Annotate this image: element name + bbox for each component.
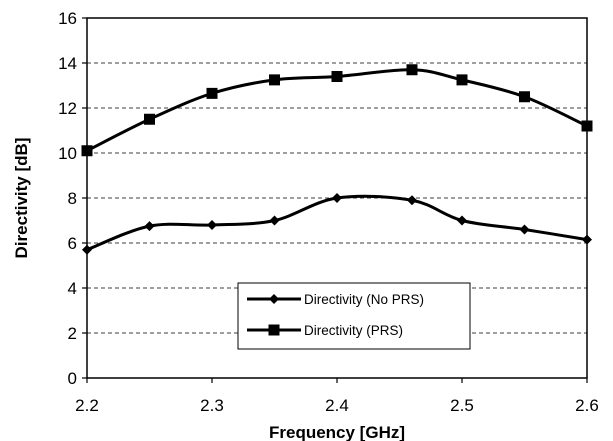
y-axis-title: Directivity [dB] — [12, 138, 31, 259]
data-point-marker — [206, 87, 218, 99]
x-tick-label: 2.3 — [200, 396, 224, 415]
data-point-marker — [331, 71, 343, 82]
x-tick-label: 2.6 — [575, 396, 599, 415]
y-tick-label: 16 — [58, 9, 77, 28]
data-point-marker — [519, 91, 530, 103]
series-line — [86, 194, 588, 252]
data-point-marker — [82, 244, 92, 255]
x-tick-label: 2.2 — [75, 396, 99, 415]
y-tick-label: 12 — [58, 99, 77, 118]
gridlines — [87, 62, 587, 334]
series-no-prs — [82, 193, 592, 255]
data-point-marker — [582, 234, 592, 245]
data-point-marker — [457, 215, 467, 226]
y-tick-label: 14 — [58, 54, 77, 73]
y-tick-label: 8 — [68, 189, 77, 208]
x-axis-title: Frequency [GHz] — [269, 423, 405, 441]
data-point-marker — [269, 215, 280, 226]
data-point-marker — [207, 220, 217, 230]
legend-box — [237, 282, 471, 350]
data-point-marker — [406, 64, 418, 76]
data-point-marker — [581, 120, 593, 132]
y-tick-label: 6 — [68, 234, 77, 253]
y-tick-label: 0 — [68, 369, 77, 388]
data-point-marker — [407, 195, 417, 206]
legend-marker — [269, 294, 279, 304]
data-point-marker — [144, 113, 155, 125]
y-tick-label: 2 — [68, 324, 77, 343]
data-point-marker — [269, 74, 280, 86]
data-point-marker — [81, 145, 93, 157]
legend: Directivity (No PRS) Directivity (PRS) — [237, 282, 471, 350]
data-point-marker — [519, 224, 530, 235]
series-prs — [81, 64, 593, 157]
data-point-marker — [456, 74, 468, 86]
x-tick-label: 2.4 — [325, 396, 349, 415]
y-tick-label: 4 — [68, 279, 77, 298]
series-group — [81, 64, 593, 255]
x-axis-ticks: 2.2 2.3 2.4 2.5 2.6 — [75, 378, 599, 415]
x-tick-label: 2.5 — [450, 396, 474, 415]
legend-marker — [268, 324, 280, 336]
data-point-marker — [332, 193, 342, 203]
legend-label: Directivity (No PRS) — [304, 292, 424, 307]
data-point-marker — [144, 221, 155, 232]
y-tick-label: 10 — [58, 144, 77, 163]
legend-label: Directivity (PRS) — [304, 323, 403, 338]
y-axis-ticks: 0 2 4 6 8 10 12 14 16 — [58, 9, 87, 388]
